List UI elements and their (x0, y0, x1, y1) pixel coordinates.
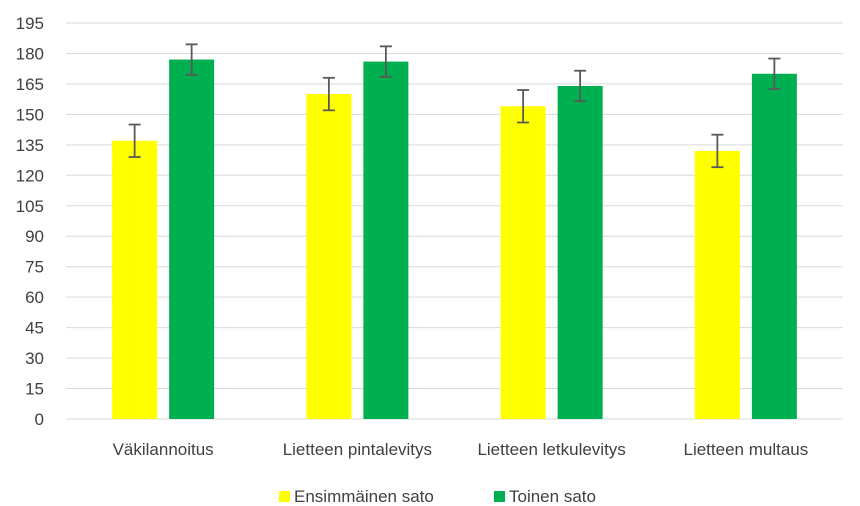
y-tick-label: 135 (16, 136, 44, 155)
y-tick-label: 60 (25, 288, 44, 307)
legend-label: Ensimmäinen sato (294, 487, 434, 506)
y-tick-label: 195 (16, 14, 44, 33)
legend: Ensimmäinen sato Toinen sato (279, 487, 596, 506)
y-tick-label: 15 (25, 380, 44, 399)
y-tick-label: 30 (25, 349, 44, 368)
legend-swatch (279, 491, 290, 502)
y-tick-label: 75 (25, 258, 44, 277)
bar (751, 73, 797, 420)
y-tick-label: 120 (16, 166, 44, 185)
y-tick-label: 45 (25, 319, 44, 338)
legend-swatch (494, 491, 505, 502)
y-tick-label: 0 (35, 410, 44, 429)
bar (169, 59, 215, 420)
category-label: Lietteen letkulevitys (477, 440, 625, 459)
bar (500, 106, 546, 419)
y-tick-label: 90 (25, 227, 44, 246)
bar (306, 94, 352, 420)
y-tick-label: 105 (16, 197, 44, 216)
category-label: Väkilannoitus (113, 440, 214, 459)
y-axis-tick-labels: 0 15 30 45 60 75 90 105 120 135 150 165 180 195 (16, 14, 44, 429)
bar (112, 140, 158, 420)
legend-label: Toinen sato (509, 487, 596, 506)
bars (112, 59, 797, 420)
y-tick-label: 180 (16, 44, 44, 63)
y-tick-label: 165 (16, 75, 44, 94)
bar (694, 150, 740, 419)
error-bars (128, 43, 781, 169)
x-axis-category-labels: Väkilannoitus Lietteen pintalevitys Liette… (113, 440, 809, 459)
bar (557, 85, 603, 419)
y-tick-label: 150 (16, 105, 44, 124)
category-label: Lietteen multaus (684, 440, 809, 459)
bar (363, 61, 409, 419)
category-label: Lietteen pintalevitys (283, 440, 432, 459)
